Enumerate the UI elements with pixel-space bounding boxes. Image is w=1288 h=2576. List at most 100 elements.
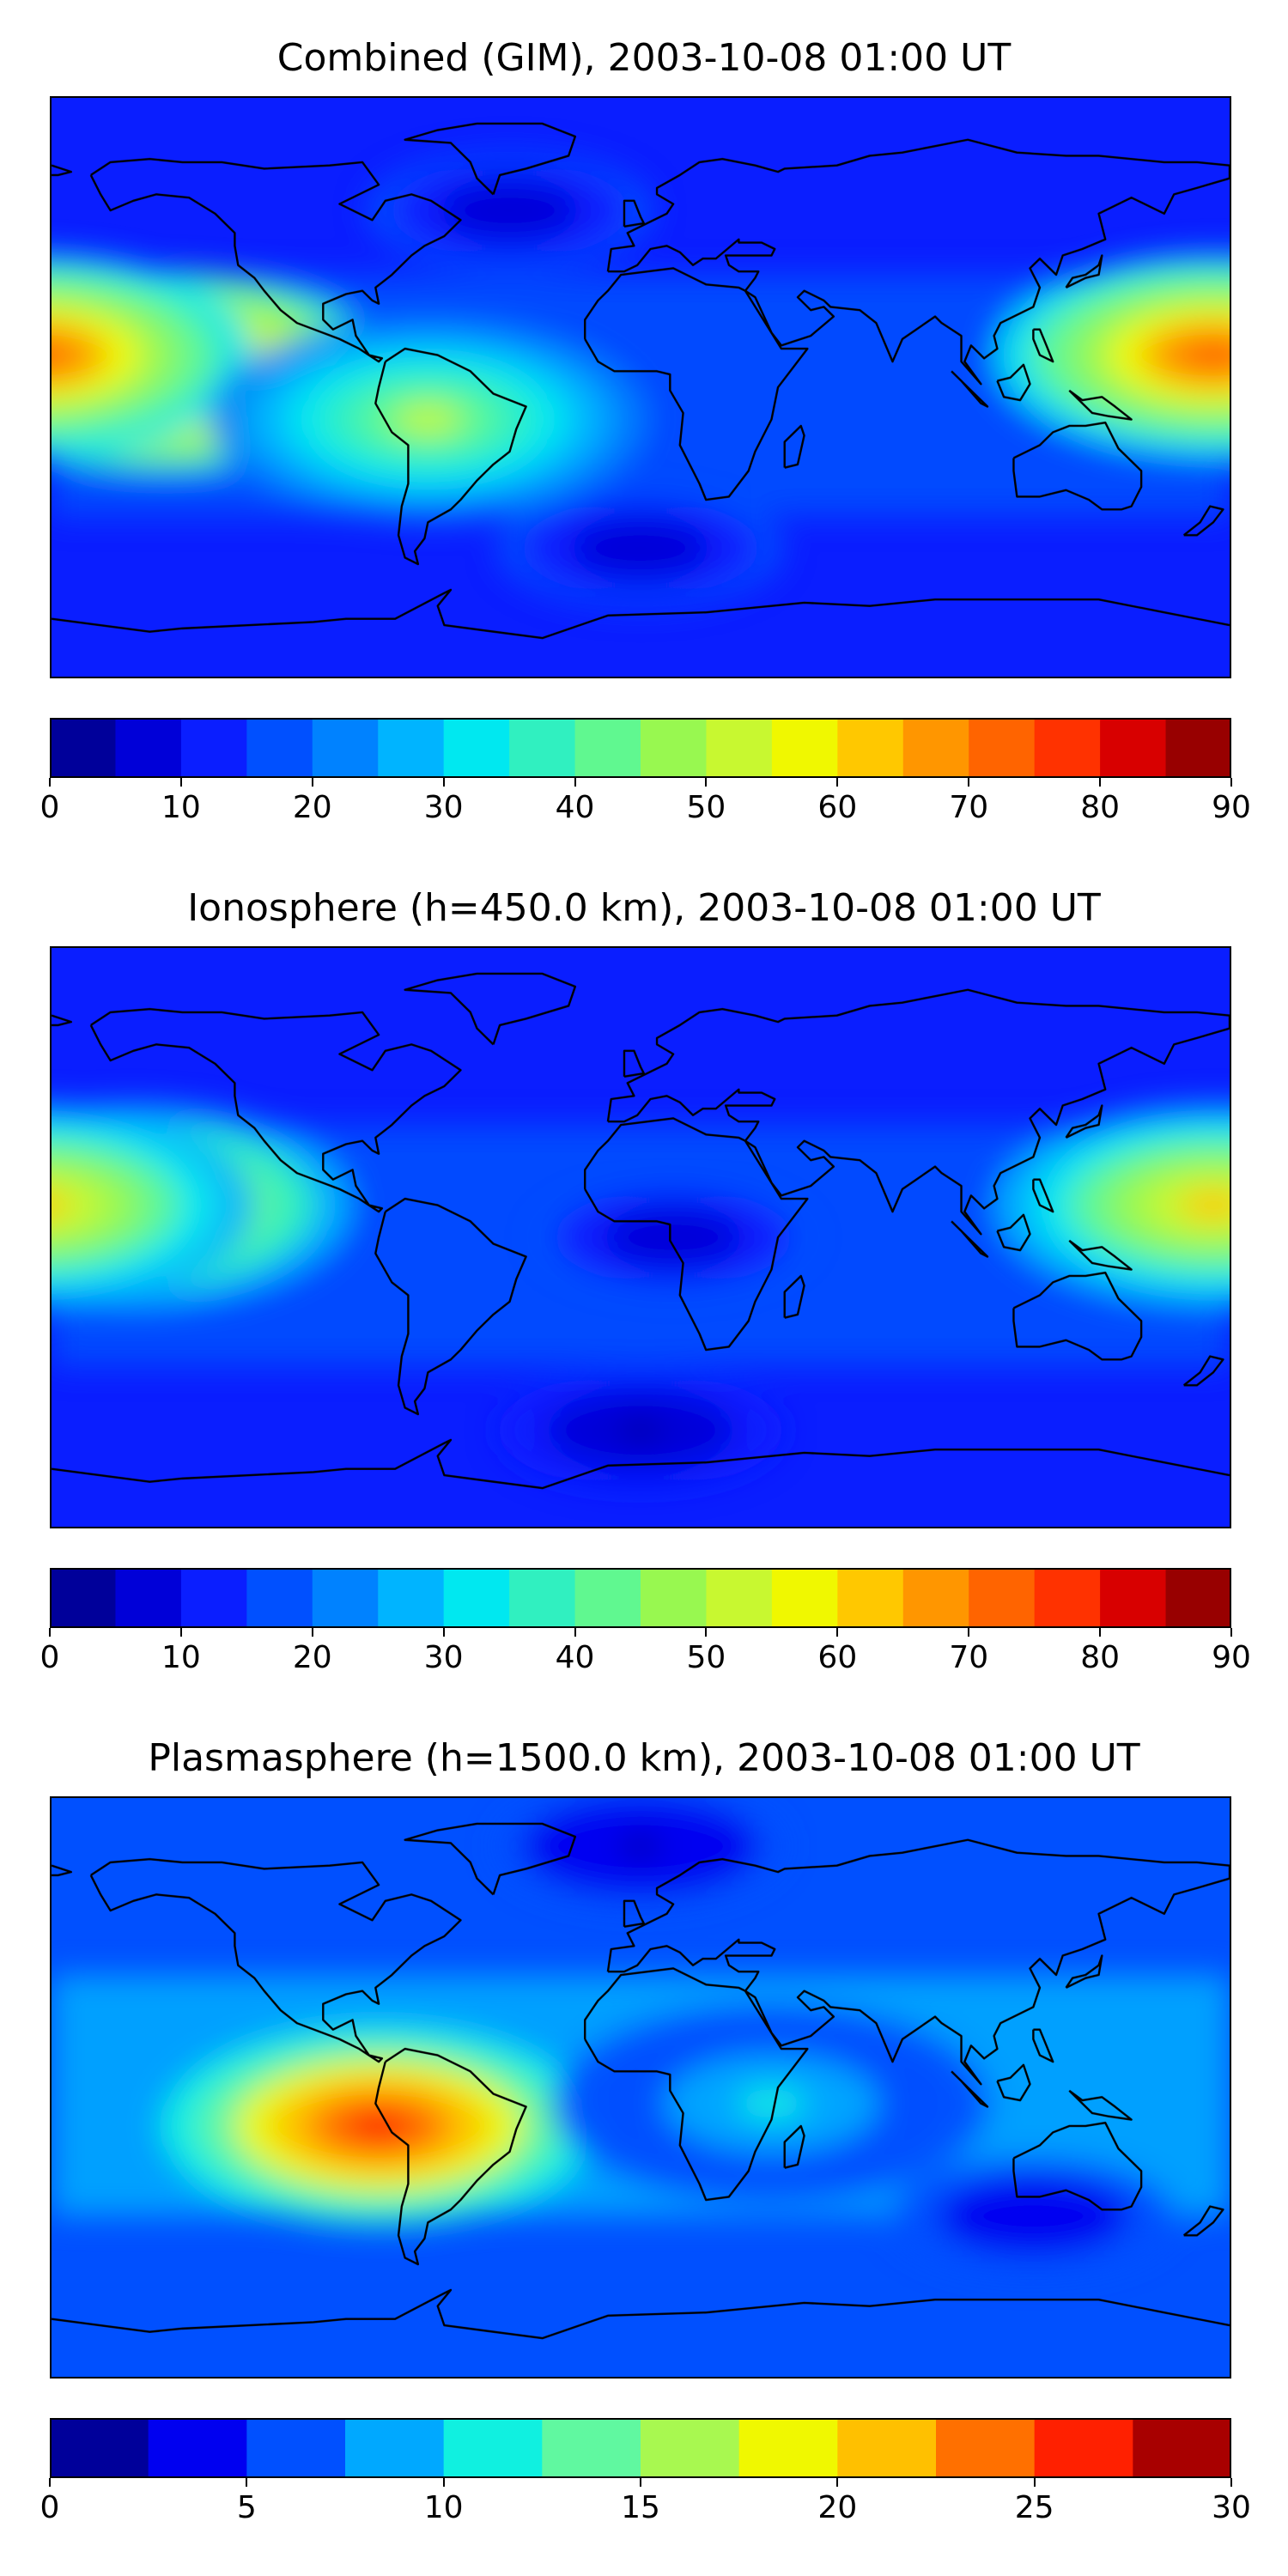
feature-peak-wrap: [52, 341, 69, 369]
colorbar-segment: [50, 1568, 116, 1628]
coastline: [996, 363, 1031, 402]
feature-peak-wrap: [52, 1173, 106, 1237]
colorbar-ticks: 0 10 20 30 40 50 60 70 80 90: [40, 778, 1251, 829]
coastline: [1068, 1239, 1133, 1271]
colorbar-tick-label: 30: [1212, 2490, 1251, 2525]
colorbar-segment: [969, 718, 1036, 778]
colorbar-svg: [50, 1568, 1231, 1628]
colorbar-segment: [148, 2418, 247, 2478]
colorbar-segment: [1100, 1568, 1167, 1628]
colorbar-tick-mark: [968, 1628, 970, 1637]
colorbar-segment: [180, 1568, 247, 1628]
field-layer: [52, 1798, 1230, 2275]
colorbar-tick-label: 80: [1080, 1640, 1121, 1675]
coastline: [1182, 2205, 1224, 2237]
colorbar-svg: [50, 718, 1231, 778]
field-layer: [52, 151, 1230, 607]
panel-plasmasphere: Plasmasphere (h=1500.0 km), 2003-10-08 0…: [0, 1700, 1288, 2576]
coastline: [52, 164, 73, 177]
colorbar-tick-label: 40: [555, 790, 595, 825]
colorbar-tick-label: 20: [817, 2490, 858, 2525]
colorbar-segment: [936, 2418, 1036, 2478]
colorbar-segment: [378, 718, 445, 778]
coastline: [606, 988, 1230, 1236]
colorbar-tick-label: 0: [39, 2490, 60, 2525]
colorbar-segment: [443, 2418, 543, 2478]
coastline: [89, 1857, 462, 2063]
colorbar-segment: [443, 1568, 510, 1628]
colorbar-segment: [246, 718, 313, 778]
coastline: [52, 588, 1230, 640]
colorbar-segment: [115, 718, 182, 778]
colorbar-tick-mark: [49, 2478, 51, 2487]
coastline: [404, 1822, 577, 1896]
colorbar-frame: [50, 2418, 1231, 2478]
colorbar-tick-mark: [179, 1628, 182, 1637]
colorbar-tick-mark: [49, 778, 51, 787]
colorbar-tick-mark: [1099, 778, 1102, 787]
feature-trough-level: [651, 1228, 696, 1247]
colorbar-segment: [1165, 1568, 1231, 1628]
coastline: [52, 1864, 73, 1877]
colorbar-tick-mark: [49, 1628, 51, 1637]
coastline: [1012, 421, 1143, 511]
colorbar-segment: [1034, 2418, 1133, 2478]
feature-peak-level: [1180, 339, 1230, 371]
colorbar-tick-label: 60: [817, 790, 858, 825]
colorbar-segment: [641, 2418, 740, 2478]
colorbar-segment: [246, 1568, 313, 1628]
colorbar-tick-mark: [968, 778, 970, 787]
feature-peak-level: [345, 2111, 412, 2142]
colorbar-tick-label: 50: [686, 1640, 726, 1675]
colorbar-tick-mark: [311, 778, 313, 787]
feature-peak-wrap: [52, 1191, 69, 1219]
coastline: [996, 2063, 1031, 2102]
colorbar: [50, 2418, 1231, 2478]
colorbar-tick-label: 70: [949, 1640, 989, 1675]
colorbar-tick-mark: [442, 2478, 445, 2487]
colorbar-tick-mark: [574, 778, 576, 787]
colorbar-segment: [706, 1568, 773, 1628]
colorbar-segment: [771, 1568, 838, 1628]
colorbar-segment: [902, 718, 969, 778]
coastline: [1065, 254, 1103, 289]
chart-title: Combined (GIM), 2003-10-08 01:00 UT: [276, 36, 1012, 80]
coastline: [783, 1274, 805, 1319]
colorbar-segment: [1165, 718, 1231, 778]
chart-title: Ionosphere (h=450.0 km), 2003-10-08 01:0…: [187, 886, 1101, 930]
colorbar-segment: [1034, 718, 1101, 778]
feature-peak-level: [394, 404, 462, 435]
colorbar-segment: [542, 2418, 641, 2478]
colorbar-tick-label: 5: [236, 2490, 257, 2525]
colorbar-segment: [837, 718, 904, 778]
colorbar-segment: [312, 718, 379, 778]
coastline: [623, 1899, 645, 1928]
colorbar-tick-label: 0: [39, 1640, 60, 1675]
colorbar-segment: [115, 1568, 182, 1628]
colorbar-tick-label: 10: [423, 2490, 464, 2525]
coastline: [1012, 1271, 1143, 1361]
map-plot: [50, 96, 1231, 678]
coastline: [52, 1438, 1230, 1490]
colorbar-tick-label: 80: [1080, 790, 1121, 825]
colorbar-segment: [312, 1568, 379, 1628]
colorbar-segment: [738, 2418, 838, 2478]
coastline: [583, 1117, 809, 1352]
colorbar-tick-label: 30: [423, 1640, 464, 1675]
coastline: [583, 1967, 809, 2202]
colorbar-segment: [771, 718, 838, 778]
colorbar-segment: [837, 2418, 937, 2478]
colorbar-tick-mark: [574, 1628, 576, 1637]
colorbar-tick-mark: [836, 1628, 839, 1637]
coastline: [606, 1838, 1230, 2086]
colorbar-tick-label: 15: [621, 2490, 660, 2525]
colorbar-segment: [50, 718, 116, 778]
colorbar-tick-mark: [836, 778, 839, 787]
colorbar-segment: [1034, 1568, 1101, 1628]
colorbar-tick-label: 20: [292, 1640, 332, 1675]
colorbar-segment: [574, 718, 641, 778]
feature-peak-wrap: [52, 323, 106, 387]
feature-trough-level: [618, 1837, 663, 1856]
coastline: [783, 2124, 805, 2169]
colorbar-tick-mark: [640, 2478, 641, 2487]
